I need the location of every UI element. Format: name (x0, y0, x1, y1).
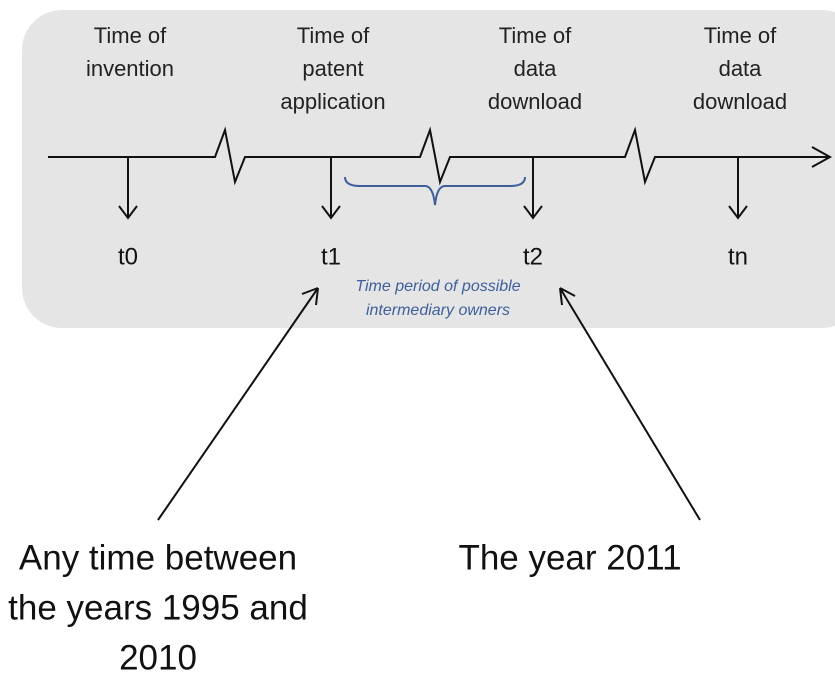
down-arrow (728, 157, 748, 220)
column-heading: download (693, 89, 787, 114)
note: the years 1995 and (8, 588, 308, 627)
column-heading: Time of (499, 23, 572, 48)
note: The year 2011 (458, 538, 681, 577)
timeline (48, 126, 828, 186)
down-arrow (118, 157, 138, 220)
timeline-arrowhead (811, 146, 833, 168)
time-marker: t0 (118, 243, 138, 270)
down-arrow (523, 157, 543, 220)
pointer-arrow (559, 287, 701, 521)
down-arrow (321, 157, 341, 220)
column-heading: data (719, 56, 763, 81)
note: Any time between (19, 538, 297, 577)
column-heading: Time of (297, 23, 370, 48)
note: 2010 (119, 638, 197, 677)
column-heading: Time of (94, 23, 167, 48)
column-heading: application (280, 89, 385, 114)
column-heading: invention (86, 56, 174, 81)
brace-label: Time period of possible (355, 278, 520, 295)
column-heading: download (488, 89, 582, 114)
brace-label: intermediary owners (366, 302, 510, 319)
time-marker: t1 (321, 243, 341, 270)
column-heading: Time of (704, 23, 777, 48)
pointer-arrow (157, 287, 319, 521)
time-marker: t2 (523, 243, 543, 270)
background-panel (22, 10, 835, 328)
brace (344, 176, 526, 206)
column-heading: patent (302, 56, 363, 81)
column-heading: data (514, 56, 558, 81)
time-marker: tn (728, 243, 748, 270)
